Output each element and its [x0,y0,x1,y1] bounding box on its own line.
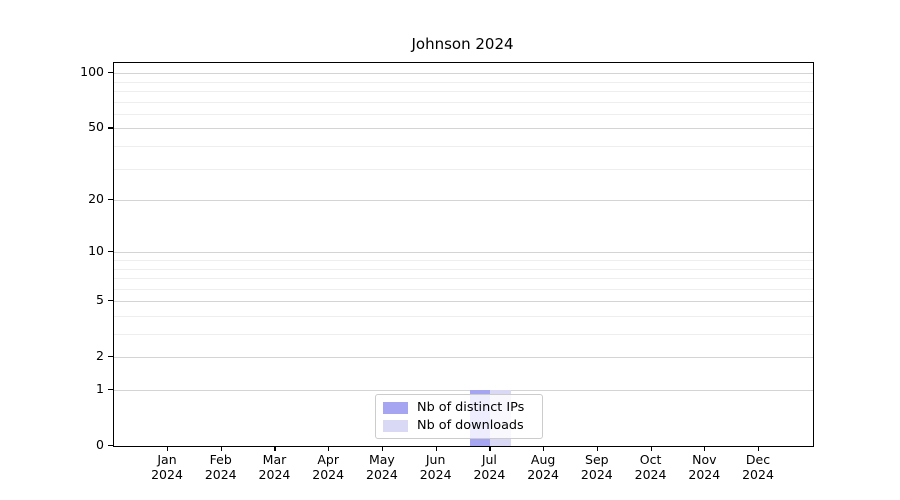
x-tick-label: Aug 2024 [527,452,560,482]
legend-row: Nb of distinct IPs [383,400,534,415]
x-tick-mark [381,446,384,451]
y-tick-mark [108,356,113,358]
x-tick-label: Mar 2024 [258,452,291,482]
x-tick-mark [704,446,706,451]
gridline-major [114,73,813,75]
x-tick-mark [220,446,222,451]
plot-area [113,62,814,447]
gridline-minor [114,260,813,261]
x-tick-label: Dec 2024 [742,452,774,482]
x-tick-mark [328,446,330,451]
x-tick-mark [596,446,599,451]
y-tick-mark [108,251,113,253]
gridline-minor [114,288,813,290]
gridline-minor [114,91,813,92]
y-tick-mark [108,199,113,201]
gridline-minor [114,278,813,279]
gridline-major [114,357,813,359]
legend-row: Nb of downloads [383,418,534,433]
legend-swatch-icon [383,401,408,414]
gridline-major [114,301,813,303]
gridline-major [114,128,813,130]
gridline-minor [114,334,813,335]
x-tick-label: Feb 2024 [204,452,237,482]
y-tick-mark [108,389,113,391]
legend-label: Nb of distinct IPs [417,400,525,415]
x-tick-label: May 2024 [366,452,398,482]
x-tick-label: Jun 2024 [419,452,452,482]
gridline-major [114,200,813,202]
gridline-major [114,252,813,254]
y-tick-mark [108,300,113,302]
x-tick-label: Sep 2024 [580,452,613,482]
y-tick-mark [108,127,113,129]
legend-swatch-icon [383,419,408,432]
chart-title: Johnson 2024 [411,35,514,53]
y-tick-label: 20 [88,191,104,207]
x-tick-mark [274,446,276,451]
legend-label: Nb of downloads [417,418,524,433]
y-tick-label: 0 [96,437,104,452]
y-tick-label: 5 [96,292,104,308]
y-tick-mark [108,445,113,447]
y-tick-label: 2 [96,348,104,364]
gridline-minor [114,101,813,103]
legend: Nb of distinct IPs Nb of downloads [375,394,543,439]
gridline-minor [114,113,813,115]
x-tick-mark [543,446,545,451]
x-tick-mark [167,446,169,451]
x-tick-mark [650,446,652,451]
gridline-minor [114,316,813,317]
x-tick-label: Jul 2024 [473,452,506,482]
x-tick-label: Nov 2024 [688,452,721,482]
x-tick-label: Jan 2024 [151,452,183,482]
gridline-minor [114,168,813,170]
gridline-minor [114,268,813,270]
x-tick-mark [435,446,437,451]
gridline-minor [114,81,813,83]
x-tick-mark [489,446,491,451]
x-tick-label: Apr 2024 [312,452,345,482]
gridline-major [114,390,813,391]
y-tick-label: 1 [96,381,104,396]
x-tick-label: Oct 2024 [634,452,667,482]
x-tick-mark [758,446,760,451]
y-tick-label: 100 [80,64,104,80]
y-tick-mark [108,72,113,74]
y-tick-label: 10 [88,243,104,259]
y-tick-label: 50 [88,119,104,135]
gridline-minor [114,146,813,147]
